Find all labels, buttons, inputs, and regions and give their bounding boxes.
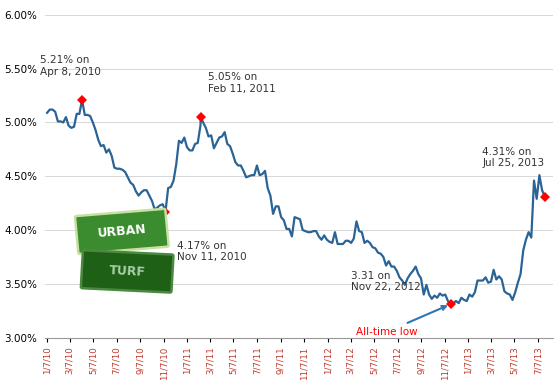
- Text: 4.17% on
Nov 11, 2010: 4.17% on Nov 11, 2010: [177, 241, 246, 262]
- Text: 4.31% on
Jul 25, 2013: 4.31% on Jul 25, 2013: [482, 147, 544, 168]
- Text: All-time low: All-time low: [356, 306, 446, 337]
- Text: 5.05% on
Feb 11, 2011: 5.05% on Feb 11, 2011: [208, 73, 276, 94]
- Text: 5.21% on
Apr 8, 2010: 5.21% on Apr 8, 2010: [41, 55, 101, 77]
- Text: 3.31 on
Nov 22, 2012: 3.31 on Nov 22, 2012: [350, 271, 421, 292]
